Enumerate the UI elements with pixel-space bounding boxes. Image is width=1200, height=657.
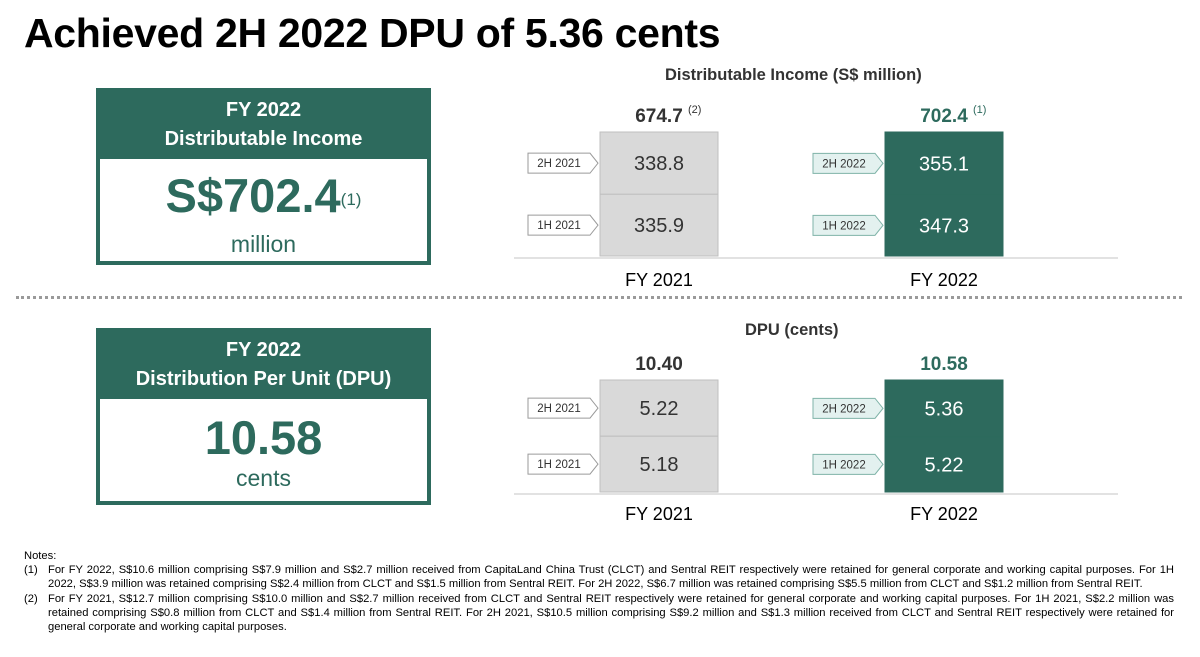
x-tick-label: FY 2021 — [625, 270, 693, 290]
period-tag-label: 2H 2022 — [822, 403, 865, 415]
period-tag-label: 2H 2021 — [537, 158, 580, 170]
bar-total-footnote: (2) — [688, 104, 701, 116]
footnote-number: (2) — [24, 592, 38, 605]
bar-segment-1h — [599, 435, 719, 493]
period-tag — [812, 214, 884, 236]
chart-svg-dpu: 5.22 5.18 2H 2021 1H 2021 10.40 FY 2021 5.36 5.… — [514, 354, 1118, 524]
period-tag-label: 1H 2022 — [822, 459, 865, 471]
period-tag-label: 1H 2022 — [822, 220, 865, 232]
period-tag-label: 1H 2021 — [537, 220, 580, 232]
bar-value-label: 338.8 — [634, 153, 684, 175]
section-divider — [16, 296, 1182, 299]
kpi-value: 10.58 — [204, 411, 323, 464]
x-tick-label: FY 2021 — [625, 504, 693, 524]
bar-segment-1h — [884, 436, 1004, 493]
period-tag-label: 2H 2021 — [537, 403, 580, 415]
chart-title-dpu: DPU (cents) — [745, 321, 839, 339]
x-tick-label: FY 2022 — [910, 270, 978, 290]
bar-value-label: 5.18 — [640, 454, 679, 476]
bar-value-label: 5.22 — [925, 454, 964, 476]
period-tag — [527, 397, 599, 419]
kpi-unit: cents — [236, 465, 291, 491]
bar-total-label: 674.7 — [635, 106, 683, 127]
kpi-value-text: S$702.4 — [165, 169, 341, 222]
kpi-value: S$702.4(1) — [100, 171, 427, 221]
x-tick-label: FY 2022 — [910, 504, 978, 524]
kpi-label: Distributable Income — [164, 128, 363, 150]
kpi-period: FY 2022 — [225, 99, 302, 121]
bar-value-label: 347.3 — [919, 215, 969, 237]
footnote-number: (1) — [24, 564, 38, 577]
bar-total-footnote: (1) — [973, 104, 986, 116]
period-tag — [527, 214, 599, 236]
kpi-header: FY 2022 Distribution Per Unit (DPU) — [96, 328, 431, 390]
bar-segment-2h — [884, 131, 1004, 196]
period-tag — [812, 152, 884, 174]
bar-total-label: 10.58 — [920, 354, 968, 375]
bar-segment-2h — [599, 379, 719, 437]
chart-title-income: Distributable Income (S$ million) — [665, 66, 922, 84]
period-tag-label: 2H 2022 — [822, 158, 865, 170]
period-tag — [812, 453, 884, 475]
kpi-footnote: (1) — [340, 190, 362, 209]
bar-value-label: 5.22 — [640, 398, 679, 420]
bar-value-label: 355.1 — [919, 153, 969, 175]
footnotes: Notes: (1) For FY 2022, S$10.6 million c… — [24, 549, 1174, 634]
kpi-dpu: FY 2022 Distribution Per Unit (DPU) 10.5… — [96, 328, 431, 505]
bar-segment-1h — [884, 194, 1004, 257]
bar-total-label: 702.4 — [920, 106, 968, 127]
footnote-item: (1) For FY 2022, S$10.6 million comprisi… — [24, 563, 1174, 591]
chart-dpu: 5.22 5.18 2H 2021 1H 2021 10.40 FY 2021 5.36 5.… — [510, 346, 1120, 536]
bar-total-label: 10.40 — [635, 354, 683, 375]
bar-segment-2h — [884, 379, 1004, 438]
period-tag — [812, 397, 884, 419]
page-title: Achieved 2H 2022 DPU of 5.36 cents — [24, 10, 721, 56]
period-tag-label: 1H 2021 — [537, 459, 580, 471]
kpi-distributable-income: FY 2022 Distributable Income S$702.4(1) … — [96, 88, 431, 265]
period-tag — [527, 453, 599, 475]
kpi-unit: million — [230, 231, 297, 257]
notes-heading: Notes: — [24, 550, 57, 562]
period-tag — [527, 152, 599, 174]
kpi-label: Distribution Per Unit (DPU) — [135, 368, 392, 390]
chart-distributable-income: 338.8 335.9 2H 2021 1H 2021 674.7 (2) FY 2021 3… — [510, 92, 1120, 292]
bar-segment-1h — [599, 193, 719, 257]
kpi-body: 10.58 cents — [100, 399, 427, 501]
chart-svg-income: 338.8 335.9 2H 2021 1H 2021 674.7 (2) FY 2021 3… — [514, 104, 1118, 290]
kpi-period: FY 2022 — [225, 339, 302, 361]
footnote-item: (2) For FY 2021, S$12.7 million comprisi… — [24, 592, 1174, 635]
kpi-header: FY 2022 Distributable Income — [96, 88, 431, 150]
footnote-text: For FY 2022, S$10.6 million comprising S… — [48, 564, 1174, 591]
kpi-body: S$702.4(1) million — [100, 159, 427, 261]
bar-value-label: 5.36 — [925, 398, 964, 420]
bar-value-label: 335.9 — [634, 215, 684, 237]
footnote-text: For FY 2021, S$12.7 million comprising S… — [48, 592, 1174, 634]
